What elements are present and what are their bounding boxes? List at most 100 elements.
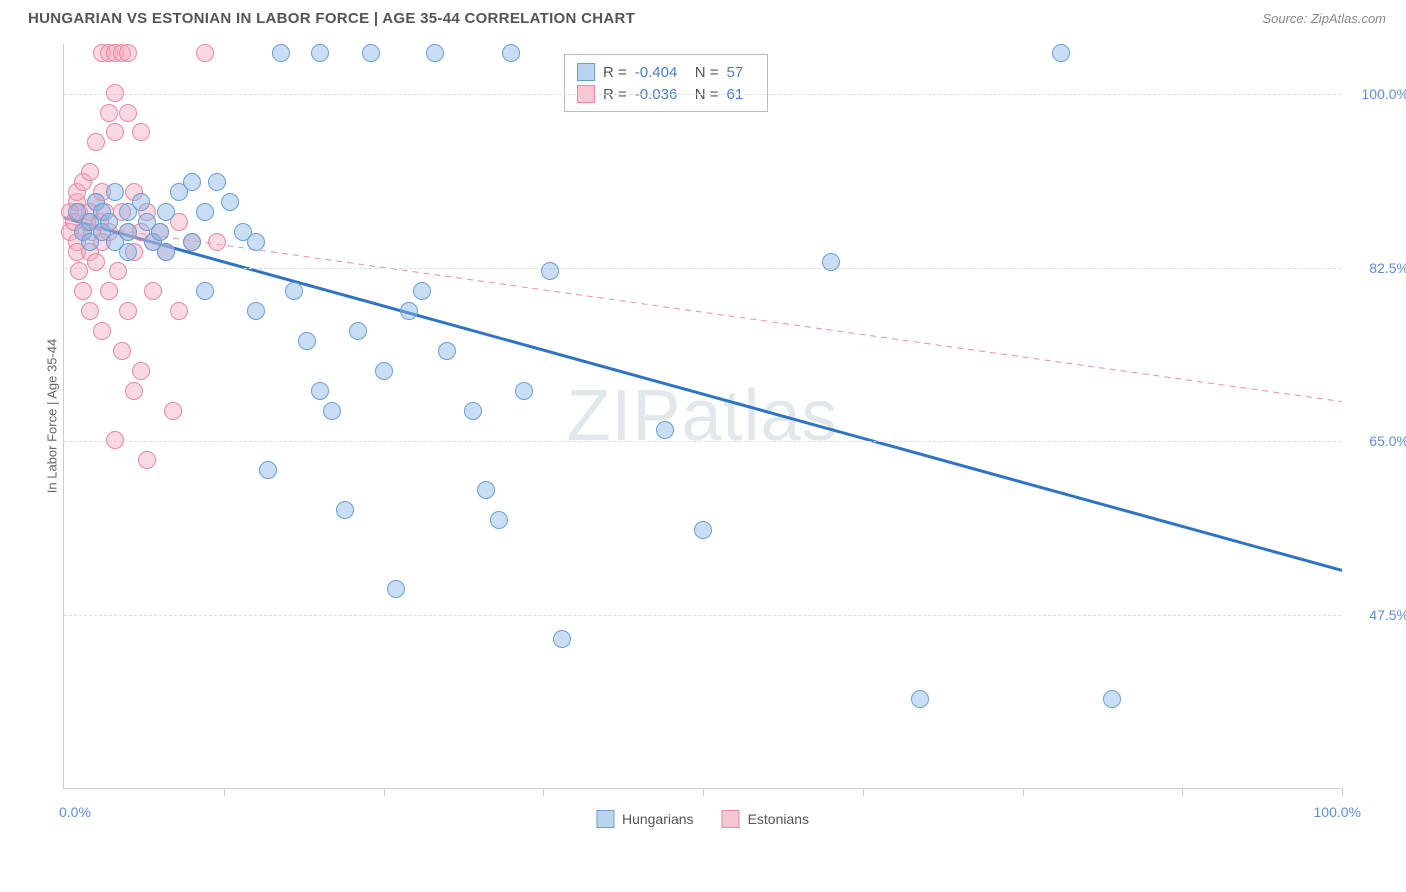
data-point [144,282,162,300]
data-point [109,262,127,280]
data-point [272,44,290,62]
data-point [132,362,150,380]
data-point [464,402,482,420]
y-tick-label: 100.0% [1349,86,1406,102]
data-point [87,253,105,271]
y-tick-label: 82.5% [1349,260,1406,276]
data-point [196,203,214,221]
data-point [387,580,405,598]
data-point [81,302,99,320]
y-axis-label: In Labor Force | Age 35-44 [45,339,60,493]
y-tick-label: 47.5% [1349,607,1406,623]
data-point [113,342,131,360]
data-point [438,342,456,360]
data-point [375,362,393,380]
data-point [694,521,712,539]
data-point [106,84,124,102]
source-attribution: Source: ZipAtlas.com [1262,11,1386,26]
data-point [911,690,929,708]
x-tick [1342,788,1343,796]
stat-value-n: 57 [727,64,755,81]
data-point [106,123,124,141]
x-tick [543,788,544,796]
watermark: ZIPatlas [566,375,838,457]
x-tick [384,788,385,796]
data-point [132,123,150,141]
data-point [208,233,226,251]
x-tick [863,788,864,796]
data-point [311,382,329,400]
data-point [323,402,341,420]
x-max-label: 100.0% [1314,804,1361,820]
x-tick [703,788,704,796]
data-point [151,223,169,241]
data-point [157,243,175,261]
chart-container: In Labor Force | Age 35-44 ZIPatlas R =-… [28,44,1378,834]
data-point [132,193,150,211]
data-point [106,183,124,201]
data-point [490,511,508,529]
x-min-label: 0.0% [59,804,91,820]
data-point [70,262,88,280]
stats-legend: R =-0.404N =57R =-0.036N =61 [564,54,768,112]
data-point [1052,44,1070,62]
data-point [553,630,571,648]
data-point [259,461,277,479]
data-point [119,104,137,122]
stat-value-r: -0.404 [635,64,687,81]
data-point [119,302,137,320]
gridline [64,94,1341,95]
data-point [349,322,367,340]
trend-lines [64,44,1342,789]
data-point [247,302,265,320]
stat-label-n: N = [695,64,719,81]
data-point [298,332,316,350]
data-point [106,431,124,449]
legend-swatch [596,810,614,828]
chart-header: HUNGARIAN VS ESTONIAN IN LABOR FORCE | A… [0,0,1406,37]
plot-area: In Labor Force | Age 35-44 ZIPatlas R =-… [63,44,1341,789]
data-point [196,282,214,300]
legend-swatch [577,63,595,81]
data-point [502,44,520,62]
trend-line [64,218,1342,571]
data-point [822,253,840,271]
data-point [221,193,239,211]
data-point [541,262,559,280]
data-point [119,243,137,261]
data-point [208,173,226,191]
data-point [1103,690,1121,708]
data-point [170,302,188,320]
x-tick [224,788,225,796]
data-point [138,451,156,469]
data-point [100,282,118,300]
data-point [93,322,111,340]
data-point [515,382,533,400]
data-point [183,233,201,251]
series-legend: Hungarians Estonians [596,810,809,828]
legend-label: Estonians [748,811,809,827]
legend-item: Estonians [722,810,809,828]
data-point [285,282,303,300]
y-tick-label: 65.0% [1349,433,1406,449]
gridline [64,615,1341,616]
data-point [119,223,137,241]
data-point [413,282,431,300]
data-point [81,163,99,181]
data-point [164,402,182,420]
x-tick [1023,788,1024,796]
data-point [100,213,118,231]
gridline [64,441,1341,442]
gridline [64,268,1341,269]
data-point [656,421,674,439]
data-point [87,133,105,151]
data-point [247,233,265,251]
data-point [125,382,143,400]
data-point [74,282,92,300]
data-point [477,481,495,499]
data-point [196,44,214,62]
x-tick [1182,788,1183,796]
stat-label-r: R = [603,64,627,81]
legend-label: Hungarians [622,811,694,827]
chart-title: HUNGARIAN VS ESTONIAN IN LABOR FORCE | A… [28,10,635,27]
